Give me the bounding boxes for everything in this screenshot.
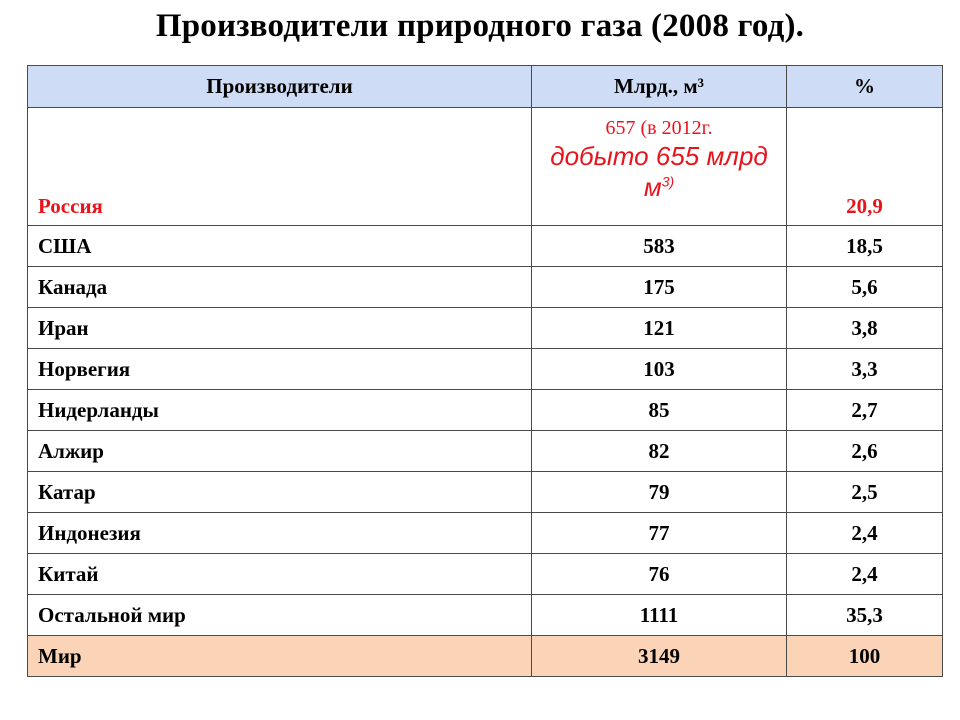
table-row: Алжир 82 2,6 <box>27 430 943 472</box>
producer-volume: 103 <box>531 348 787 390</box>
producer-percent: 18,5 <box>786 225 943 267</box>
russia-volume: 657 (в 2012г. <box>605 117 713 139</box>
table-row: Индонезия 77 2,4 <box>27 512 943 554</box>
table-row-total: Мир 3149 100 <box>27 635 943 677</box>
producer-volume: 121 <box>531 307 787 349</box>
producer-percent: 2,6 <box>786 430 943 472</box>
russia-name: Россия <box>27 107 532 226</box>
gas-producers-table: Производители Млрд., м³ % Россия 657 (в … <box>27 65 943 677</box>
producer-percent: 35,3 <box>786 594 943 636</box>
table-row: Катар 79 2,5 <box>27 471 943 513</box>
russia-note-sup: 3) <box>661 173 675 190</box>
producer-percent: 2,5 <box>786 471 943 513</box>
header-volume: Млрд., м³ <box>531 65 787 108</box>
producer-name: Китай <box>27 553 532 595</box>
table-row: Канада 175 5,6 <box>27 266 943 308</box>
table-header-row: Производители Млрд., м³ % <box>27 65 943 108</box>
producer-name: Канада <box>27 266 532 308</box>
producer-name: Норвегия <box>27 348 532 390</box>
russia-note-text: добыто 655 млрд м <box>550 141 768 202</box>
producer-name: Иран <box>27 307 532 349</box>
producer-percent: 2,4 <box>786 553 943 595</box>
header-producers: Производители <box>27 65 532 108</box>
table-row: США 583 18,5 <box>27 225 943 267</box>
producer-name: Индонезия <box>27 512 532 554</box>
producer-volume: 85 <box>531 389 787 431</box>
producer-percent: 2,4 <box>786 512 943 554</box>
producer-name: Катар <box>27 471 532 513</box>
russia-percent: 20,9 <box>786 107 943 226</box>
table-row: Иран 121 3,8 <box>27 307 943 349</box>
total-volume: 3149 <box>531 635 787 677</box>
producer-volume: 583 <box>531 225 787 267</box>
producer-percent: 3,3 <box>786 348 943 390</box>
russia-2012-note: добыто 655 млрд м3) <box>542 141 776 202</box>
total-name: Мир <box>27 635 532 677</box>
producer-percent: 3,8 <box>786 307 943 349</box>
producer-volume: 76 <box>531 553 787 595</box>
producer-volume: 175 <box>531 266 787 308</box>
producer-percent: 2,7 <box>786 389 943 431</box>
header-percent: % <box>786 65 943 108</box>
producer-volume: 79 <box>531 471 787 513</box>
table-row: Китай 76 2,4 <box>27 553 943 595</box>
table-row: Нидерланды 85 2,7 <box>27 389 943 431</box>
producer-volume: 82 <box>531 430 787 472</box>
producer-volume: 1111 <box>531 594 787 636</box>
table-row: Остальной мир 1111 35,3 <box>27 594 943 636</box>
table-row-russia: Россия 657 (в 2012г. добыто 655 млрд м3)… <box>27 107 943 226</box>
total-percent: 100 <box>786 635 943 677</box>
producer-name: Остальной мир <box>27 594 532 636</box>
producer-name: Нидерланды <box>27 389 532 431</box>
russia-volume-cell: 657 (в 2012г. добыто 655 млрд м3) <box>531 107 787 226</box>
producer-name: Алжир <box>27 430 532 472</box>
producer-volume: 77 <box>531 512 787 554</box>
producer-percent: 5,6 <box>786 266 943 308</box>
page-title: Производители природного газа (2008 год)… <box>155 8 805 44</box>
table-row: Норвегия 103 3,3 <box>27 348 943 390</box>
producer-name: США <box>27 225 532 267</box>
